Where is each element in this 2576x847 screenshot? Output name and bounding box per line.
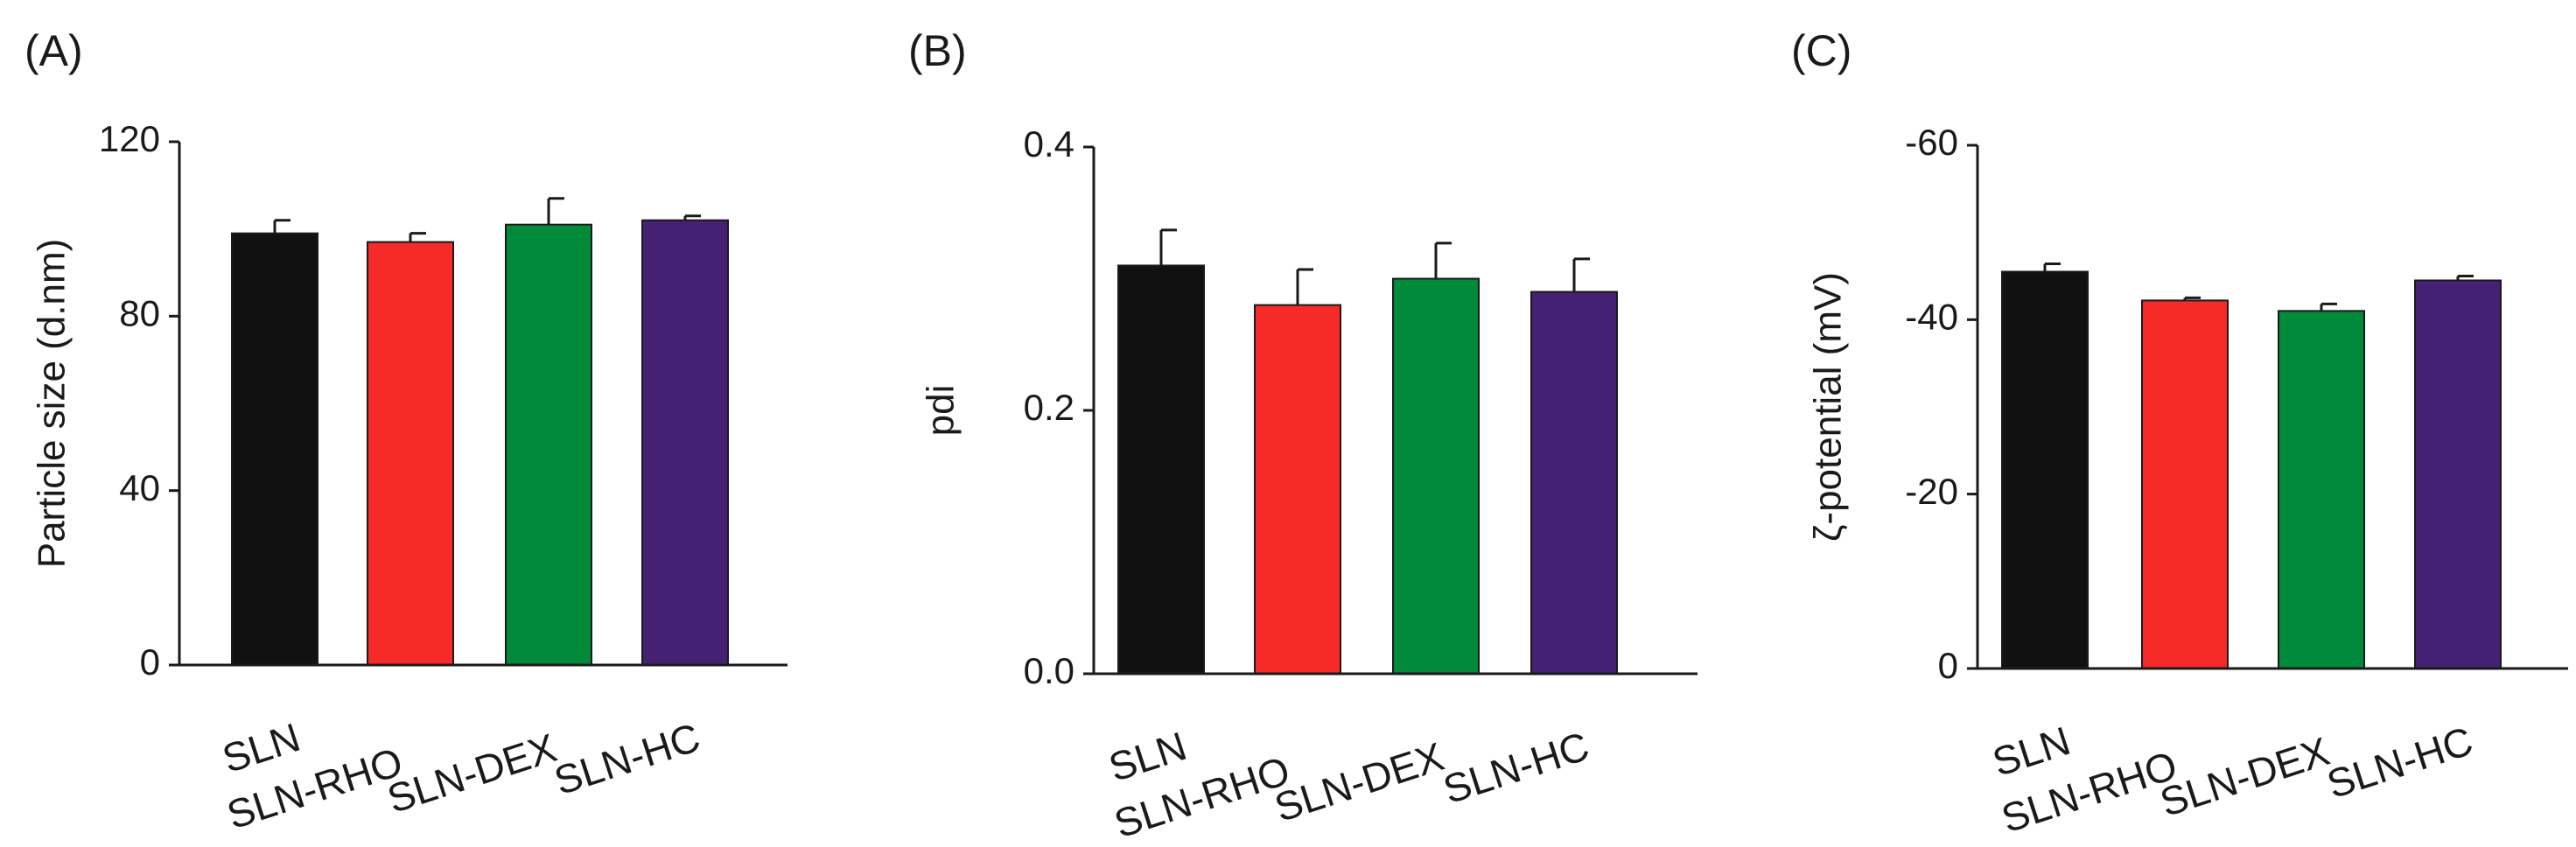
y-tick-label: 0 — [140, 641, 160, 682]
bar-sln-dex — [505, 223, 592, 666]
x-tick-label: SLN-DEX — [2154, 728, 2334, 825]
y-tick-label: 40 — [119, 467, 160, 508]
bar-sln-hc — [641, 219, 729, 666]
bar-sln-rho — [2141, 299, 2229, 669]
y-tick-label: -60 — [1905, 122, 1958, 163]
bar-sln — [1117, 264, 1205, 675]
bar-sln-dex — [2278, 310, 2365, 669]
bar-sln-dex — [1392, 277, 1480, 675]
x-tick-label: SLN-HC — [1438, 723, 1594, 812]
y-tick-label: 0.4 — [1024, 123, 1074, 164]
y-axis-label: ζ-potential (mV) — [1807, 272, 1850, 542]
x-tick-label: SLN-DEX — [382, 724, 562, 822]
chart-panel-1: (A)Particle size (d.nm)04080120SLNSLN-RH… — [24, 26, 788, 837]
y-tick-label: -20 — [1905, 471, 1958, 512]
panel-label: (A) — [24, 26, 83, 75]
bar-sln-rho — [367, 241, 454, 666]
bar-sln — [231, 232, 318, 666]
bar-sln — [2001, 270, 2089, 669]
y-tick-label: 80 — [119, 292, 160, 333]
y-tick-label: -40 — [1905, 296, 1958, 337]
y-axis-label: Particle size (d.nm) — [31, 239, 74, 569]
x-tick-label: SLN-HC — [549, 714, 705, 803]
y-tick-label: 0 — [1938, 645, 1958, 686]
chart-panel-3: (C)ζ-potential (mV)0-20-40-60SLNSLN-RHOS… — [1791, 26, 2568, 841]
panel-label: (C) — [1791, 26, 1852, 75]
panel-label: (B) — [908, 26, 967, 75]
bar-sln-hc — [2414, 279, 2502, 669]
bar-sln-hc — [1530, 290, 1618, 675]
y-tick-label: 0.2 — [1024, 387, 1074, 428]
x-tick-label: SLN-HC — [2321, 718, 2478, 807]
y-axis-label: pdi — [920, 385, 962, 437]
bar-sln-rho — [1254, 304, 1341, 675]
x-tick-label: SLN-DEX — [1269, 733, 1449, 830]
x-tick-label: SLN — [1987, 718, 2076, 785]
y-tick-label: 0.0 — [1024, 650, 1074, 691]
y-tick-label: 120 — [99, 118, 160, 159]
